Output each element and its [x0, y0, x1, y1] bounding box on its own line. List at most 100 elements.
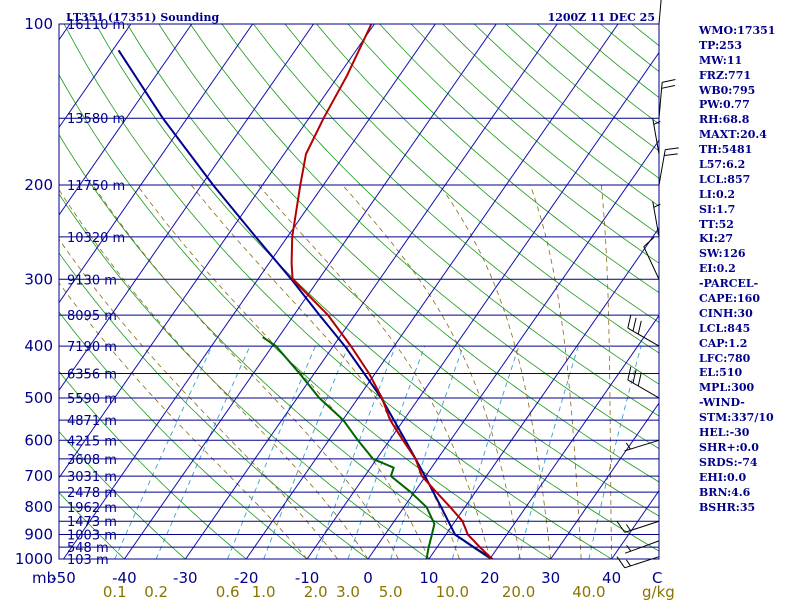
- temperature-tick-label: 30: [541, 569, 560, 587]
- barb-flag: [616, 520, 626, 533]
- isotherm: [550, 402, 659, 559]
- height-label: 548 m: [67, 541, 109, 556]
- isotherms: [0, 24, 659, 559]
- mixing-ratio-tick-label: 0.2: [144, 583, 168, 600]
- temperature-tick-label: 10: [419, 569, 438, 587]
- moist-adiabat: [600, 185, 612, 559]
- wind-barbs: [616, 0, 679, 569]
- index-item: CAPE:160: [699, 292, 760, 306]
- isotherm: [367, 139, 659, 559]
- barb-staff: [643, 246, 660, 280]
- stability-indices-list: WMO:17351 TP:253 MW:11 FRZ:771 WB0:795 PW:0.7…: [699, 24, 799, 515]
- barb-flag: [664, 153, 678, 157]
- mixing-ratio-line: [347, 345, 426, 559]
- mixing-ratio-axis: 0.1 0.2 0.6 1.0 2.0 3.0 5.0 10.0 20.0 40.0: [103, 583, 606, 600]
- height-label: 16110 m: [67, 18, 125, 33]
- index-item: TH:5481: [699, 143, 753, 157]
- mixing-ratio-line: [315, 345, 396, 559]
- index-item: EHI:0.0: [699, 470, 747, 484]
- temperature-tick-label: 20: [480, 569, 499, 587]
- isotherm: [184, 24, 558, 559]
- index-item: BRN:4.6: [699, 485, 751, 499]
- barb-half-flag: [625, 442, 631, 450]
- index-item: LFC:780: [699, 351, 751, 365]
- barb-flag: [661, 84, 676, 89]
- mixing-ratio-tick-label: 3.0: [336, 583, 360, 600]
- index-item: RH:68.8: [699, 113, 750, 127]
- plot-background: [0, 24, 659, 559]
- index-item: MPL:300: [699, 381, 755, 395]
- barb-half-flag: [653, 120, 661, 125]
- pressure-tick-label: 1000: [15, 550, 53, 568]
- mixing-ratio-tick-label: 20.0: [502, 583, 535, 600]
- isotherm: [123, 24, 497, 559]
- temperature-profile: [290, 24, 493, 559]
- isotherm: [489, 314, 659, 559]
- index-item: LI:0.2: [699, 187, 736, 201]
- index-item: SHR+:0.0: [699, 440, 759, 454]
- index-item: LCL:845: [699, 321, 751, 335]
- barb-half-flag: [625, 559, 631, 567]
- barb-flag: [627, 366, 632, 381]
- pressure-tick-label: 700: [24, 467, 53, 485]
- barb-flag: [665, 147, 679, 151]
- sounding-title: LT351 (17351) Sounding: [66, 11, 219, 24]
- wind-barb: [627, 314, 660, 347]
- wind-barb: [616, 520, 660, 533]
- wind-barb: [625, 540, 660, 554]
- barb-flag: [632, 317, 637, 332]
- moist-adiabat: [258, 184, 491, 559]
- barb-flag: [627, 314, 632, 329]
- isobars: [59, 24, 659, 559]
- temperature-tick-label: -10: [295, 569, 320, 587]
- height-label: 103 m: [67, 553, 109, 568]
- temperature-tick-label: -20: [234, 569, 259, 587]
- isotherm: [63, 24, 436, 559]
- barb-flag: [632, 369, 637, 384]
- index-item: -WIND-: [699, 396, 745, 410]
- mixing-ratio-tick-label: 10.0: [436, 583, 469, 600]
- height-label: 3608 m: [67, 453, 117, 468]
- isotherm: [59, 24, 375, 479]
- height-label: 1003 m: [67, 529, 117, 544]
- index-item: LCL:857: [699, 172, 751, 186]
- height-label: 1473 m: [67, 515, 117, 530]
- index-item: L57:6.2: [699, 158, 746, 172]
- parcel-trace: [117, 49, 493, 559]
- index-item: SI:1.7: [699, 202, 736, 216]
- height-label: 8095 m: [67, 309, 117, 324]
- temperature-tick-label: -30: [173, 569, 198, 587]
- wind-barb: [627, 366, 660, 399]
- barb-flag: [643, 237, 655, 248]
- moist-adiabat: [529, 184, 582, 559]
- mixing-ratio-line: [263, 345, 349, 559]
- wind-barb: [643, 237, 660, 280]
- dry-adiabat: [63, 24, 612, 559]
- isotherm: [306, 51, 659, 559]
- index-item: KI:27: [699, 232, 734, 246]
- height-label: 11750 m: [67, 179, 125, 194]
- index-item: MW:11: [699, 53, 743, 67]
- mixing-ratio-tick-label: 40.0: [572, 583, 605, 600]
- wind-barb: [658, 79, 676, 119]
- isotherm: [0, 24, 9, 559]
- pressure-tick-label: 500: [24, 389, 53, 407]
- mixing-ratio-tick-label: 1.0: [252, 583, 276, 600]
- index-item: STM:337/10: [699, 411, 774, 425]
- index-item: -PARCEL-: [699, 277, 759, 291]
- wind-barb: [616, 556, 660, 569]
- mixing-ratio-lines: [114, 345, 642, 559]
- dry-adiabat: [126, 24, 659, 517]
- dewpoint-profile: [262, 336, 436, 559]
- mixing-unit-label: g/kg: [642, 583, 675, 600]
- barb-staff: [658, 149, 666, 186]
- temperature-unit-label: C: [652, 569, 662, 587]
- wind-barb: [624, 439, 660, 452]
- isotherm: [59, 24, 193, 216]
- mixing-ratio-tick-label: 0.6: [216, 583, 240, 600]
- barb-flag: [637, 320, 642, 335]
- isotherm: [245, 24, 619, 559]
- mixing-ratio-line: [451, 345, 520, 559]
- wind-barb: [658, 0, 662, 25]
